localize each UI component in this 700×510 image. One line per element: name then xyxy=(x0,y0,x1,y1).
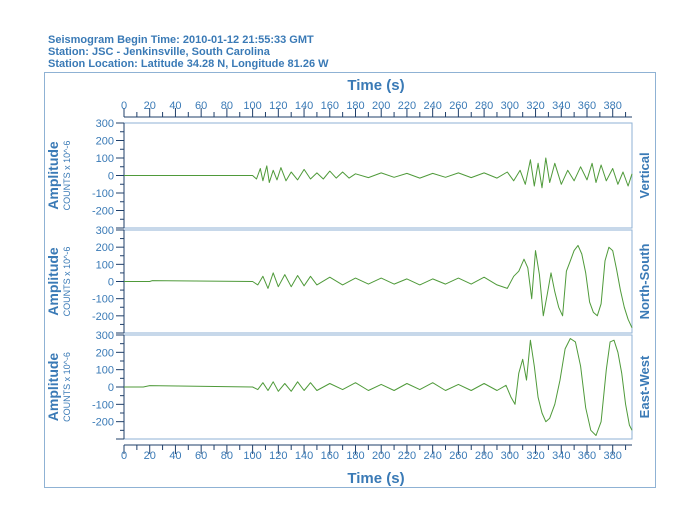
x-tick-label-top: 300 xyxy=(501,100,519,112)
y-tick-label: 200 xyxy=(96,347,114,359)
y-tick-label: 300 xyxy=(96,225,114,237)
y-tick-label: -100 xyxy=(92,188,114,200)
x-tick-label-bottom: 280 xyxy=(475,450,493,462)
y-tick-label: 200 xyxy=(96,136,114,148)
x-tick-label-bottom: 300 xyxy=(501,450,519,462)
x-tick-label-top: 20 xyxy=(144,100,156,112)
x-tick-label-top: 160 xyxy=(321,100,339,112)
x-tick-label-bottom: 100 xyxy=(243,450,261,462)
y-tick-label: 0 xyxy=(108,171,114,183)
x-tick-label-bottom: 120 xyxy=(269,450,287,462)
x-tick-label-bottom: 360 xyxy=(578,450,596,462)
x-tick-label-top: 120 xyxy=(269,100,287,112)
x-tick-label-bottom: 180 xyxy=(346,450,364,462)
x-tick-label-bottom: 140 xyxy=(295,450,313,462)
seismic-trace-north-south xyxy=(124,244,633,329)
seismic-trace-east-west xyxy=(124,338,633,436)
x-tick-label-top: 280 xyxy=(475,100,493,112)
x-tick-label-bottom: 160 xyxy=(321,450,339,462)
x-tick-label-top: 180 xyxy=(346,100,364,112)
y-tick-label: 100 xyxy=(96,153,114,165)
x-tick-label-top: 40 xyxy=(169,100,181,112)
component-label-3: East-West xyxy=(637,355,652,418)
x-axis-title-bottom: Time (s) xyxy=(347,470,404,487)
header-begin-time: Seismogram Begin Time: 2010-01-12 21:55:… xyxy=(48,34,314,46)
x-tick-label-top: 100 xyxy=(243,100,261,112)
x-tick-label-bottom: 0 xyxy=(121,450,127,462)
x-tick-label-bottom: 340 xyxy=(552,450,570,462)
x-tick-label-bottom: 20 xyxy=(144,450,156,462)
y-axis-title-3: Amplitude xyxy=(45,353,61,422)
x-tick-label-top: 220 xyxy=(398,100,416,112)
seismogram-frame: Time (s) Time (s) 0 20 40 60 80 100 120 140 160 180… xyxy=(44,72,656,488)
x-tick-label-top: 80 xyxy=(221,100,233,112)
x-tick-label-top: 140 xyxy=(295,100,313,112)
y-tick-label: 300 xyxy=(96,118,114,130)
x-tick-label-bottom: 260 xyxy=(449,450,467,462)
x-tick-label-top: 240 xyxy=(423,100,441,112)
y-axis-units-2: COUNTS x 10^-6 xyxy=(62,247,72,317)
x-tick-label-top: 60 xyxy=(195,100,207,112)
y-tick-label: 200 xyxy=(96,242,114,254)
seismogram-plot: Time (s) Time (s) 0 20 40 60 80 100 120 140 160 180… xyxy=(45,77,652,487)
x-tick-label-top: 260 xyxy=(449,100,467,112)
header-station: Station: JSC - Jenkinsville, South Carol… xyxy=(48,46,270,58)
y-axis-title-1: Amplitude xyxy=(45,141,61,210)
component-label-2: North-South xyxy=(637,244,652,320)
y-tick-label: -100 xyxy=(92,399,114,411)
x-tick-label-bottom: 40 xyxy=(169,450,181,462)
y-axis-units-1: COUNTS x 10^-6 xyxy=(62,141,72,211)
x-tick-label-bottom: 60 xyxy=(195,450,207,462)
y-tick-label: 100 xyxy=(96,365,114,377)
x-axis-title-top: Time (s) xyxy=(347,77,404,94)
x-tick-label-bottom: 240 xyxy=(423,450,441,462)
y-tick-label: -200 xyxy=(92,311,114,323)
header-location: Station Location: Latitude 34.28 N, Long… xyxy=(48,58,329,70)
x-tick-label-top: 0 xyxy=(121,100,127,112)
x-tick-label-top: 380 xyxy=(604,100,622,112)
y-tick-label: -200 xyxy=(92,417,114,429)
y-tick-label: -200 xyxy=(92,206,114,218)
y-tick-label: 300 xyxy=(96,330,114,342)
x-tick-label-bottom: 320 xyxy=(526,450,544,462)
x-tick-label-top: 340 xyxy=(552,100,570,112)
x-tick-label-bottom: 200 xyxy=(372,450,390,462)
y-tick-label: 100 xyxy=(96,259,114,271)
panel-frame-3 xyxy=(123,334,633,440)
x-tick-label-top: 320 xyxy=(526,100,544,112)
x-tick-label-bottom: 80 xyxy=(221,450,233,462)
x-tick-label-top: 360 xyxy=(578,100,596,112)
x-tick-label-bottom: 380 xyxy=(604,450,622,462)
y-tick-label: -100 xyxy=(92,294,114,306)
y-axis-units-3: COUNTS x 10^-6 xyxy=(62,352,72,422)
x-tick-label-bottom: 220 xyxy=(398,450,416,462)
y-axis-title-2: Amplitude xyxy=(45,247,61,316)
component-label-1: Vertical xyxy=(637,152,652,198)
x-tick-label-top: 200 xyxy=(372,100,390,112)
y-tick-label: 0 xyxy=(108,277,114,289)
seismic-trace-vertical xyxy=(124,157,633,189)
y-tick-label: 0 xyxy=(108,382,114,394)
